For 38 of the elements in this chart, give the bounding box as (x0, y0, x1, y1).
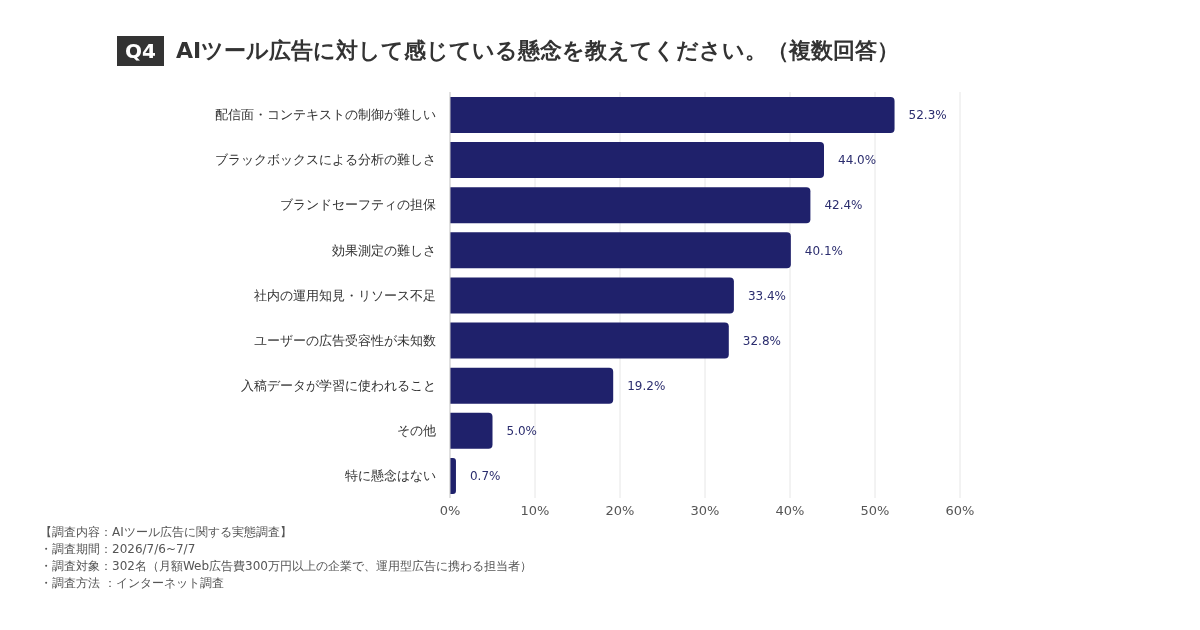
data-label: 19.2% (627, 378, 666, 393)
data-label: 44.0% (838, 153, 877, 168)
data-label: 33.4% (747, 288, 787, 303)
bar (450, 97, 895, 133)
data-label: 52.3% (908, 108, 947, 123)
x-tick-label: 50% (860, 503, 890, 519)
text: ・調査期間：2026/7/6~7/7 (40, 541, 197, 558)
bar (450, 187, 811, 224)
bar (450, 277, 734, 314)
bar (450, 322, 729, 359)
data-label: 5.0% (506, 424, 537, 439)
bar (450, 142, 824, 179)
y-tick-label: ブランドセーフティの担保 (280, 197, 436, 213)
y-tick-label: 効果測定の難しさ (332, 242, 436, 258)
x-tick-label: 0% (439, 503, 461, 519)
x-tick-label: 30% (690, 503, 720, 519)
y-tick-label: 特に懸念はない (345, 468, 436, 484)
bar (450, 232, 791, 269)
x-tick-label: 40% (775, 503, 805, 519)
y-tick-label: その他 (397, 422, 436, 438)
data-label: 32.8% (742, 333, 781, 348)
data-label: 40.1% (804, 243, 843, 258)
chart-title: Q4 AIツール広告に対して感じている懸念を教えてください。（複数回答） (124, 37, 900, 65)
text: 【調査内容：AIツール広告に関する実態調査】 (40, 524, 293, 541)
bar (450, 412, 493, 449)
y-tick-label: 配信面・コンテキストの制御が難しい (215, 107, 436, 123)
y-tick-label: 社内の運用知見・リソース不足 (254, 287, 436, 303)
y-tick-label: 入稿データが学習に使われること (241, 377, 436, 393)
x-tick-label: 60% (945, 503, 975, 519)
x-tick-label: 20% (605, 503, 635, 519)
x-tick-label: 10% (520, 503, 550, 519)
y-tick-label: ユーザーの広告受容性が未知数 (254, 332, 436, 348)
bar (450, 367, 614, 404)
y-tick-label: ブラックボックスによる分析の難しさ (215, 152, 436, 168)
text: ・調査方法 ：インターネット調査 (40, 575, 225, 592)
data-label: 42.4% (824, 198, 863, 213)
text: ・調査対象：302名（月額Web広告費300万円以上の企業で、運用型広告に携わる担当者） (40, 558, 532, 575)
data-label: 0.7% (469, 469, 501, 484)
